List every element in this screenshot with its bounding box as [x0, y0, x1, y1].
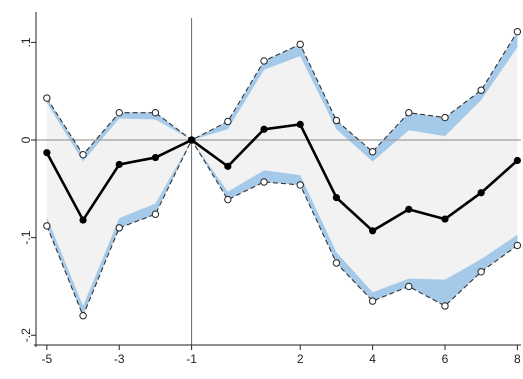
lower-bound-marker: [115, 224, 123, 232]
y-tick-label: .1: [19, 37, 33, 47]
reference-lines: [36, 18, 521, 345]
estimate-point: [151, 153, 160, 162]
x-tick-label: 6: [442, 352, 449, 366]
lower-bound-marker: [477, 268, 485, 276]
estimate-point: [115, 160, 123, 169]
estimate-point: [188, 136, 196, 144]
lower-bound-line: [46, 138, 518, 318]
y-tick-label: 0: [19, 136, 33, 143]
estimate-point: [477, 189, 485, 197]
estimate-point: [224, 162, 232, 170]
lower-bound-marker: [405, 282, 413, 291]
lower-blue-band: [46, 140, 518, 316]
confidence-bands: [46, 31, 518, 316]
lower-bound-marker: [441, 302, 449, 310]
y-tick-label: -.1: [19, 230, 33, 244]
lower-bound-marker: [332, 259, 341, 267]
upper-blue-band: [46, 31, 518, 162]
estimate-point: [296, 120, 304, 128]
lower-bound-marker: [43, 222, 51, 230]
x-tick-label: 2: [297, 352, 304, 366]
y-tick-label: -.2: [19, 328, 33, 342]
estimate-point: [513, 156, 521, 165]
upper-bound-marker: [477, 86, 485, 94]
axes: -5 -3 -1 2 4 6 8 .1 0 -.1 -.2: [19, 12, 521, 366]
confidence-bound-lines: [43, 27, 522, 320]
estimate-point: [79, 216, 87, 224]
x-tick-label: -1: [186, 352, 197, 366]
upper-bound-marker: [441, 113, 449, 122]
estimate-line: [45, 123, 519, 233]
estimate-point: [260, 125, 268, 133]
upper-bound-marker: [368, 148, 377, 156]
upper-bound-marker: [79, 150, 87, 159]
estimate-point: [332, 194, 341, 202]
lower-bound-marker: [296, 181, 304, 189]
upper-bound-line: [46, 31, 518, 156]
x-tick-label: 4: [369, 352, 376, 366]
upper-bound-marker: [151, 108, 160, 117]
upper-bound-marker: [260, 57, 268, 65]
estimate-point: [43, 149, 51, 157]
lower-bound-marker: [260, 178, 268, 186]
lower-bound-marker: [368, 297, 377, 305]
lower-bound-marker: [224, 195, 232, 204]
lower-bound-marker: [151, 210, 160, 218]
lower-bound-marker: [513, 241, 522, 250]
upper-bound-marker: [513, 27, 522, 36]
upper-bound-marker: [296, 40, 304, 49]
point-estimate-series: [43, 120, 521, 235]
estimate-point: [405, 205, 413, 213]
estimate-point: [369, 227, 377, 235]
x-tick-label: -3: [114, 352, 125, 366]
upper-bound-marker: [43, 94, 51, 102]
upper-bound-marker: [405, 108, 413, 117]
x-tick-label: 8: [514, 352, 521, 366]
upper-bound-marker: [332, 116, 341, 125]
estimate-point: [441, 215, 449, 223]
upper-bound-marker: [115, 108, 123, 117]
lower-bound-marker: [79, 312, 87, 320]
upper-bound-marker: [224, 117, 232, 126]
x-tick-label: -5: [42, 352, 53, 366]
